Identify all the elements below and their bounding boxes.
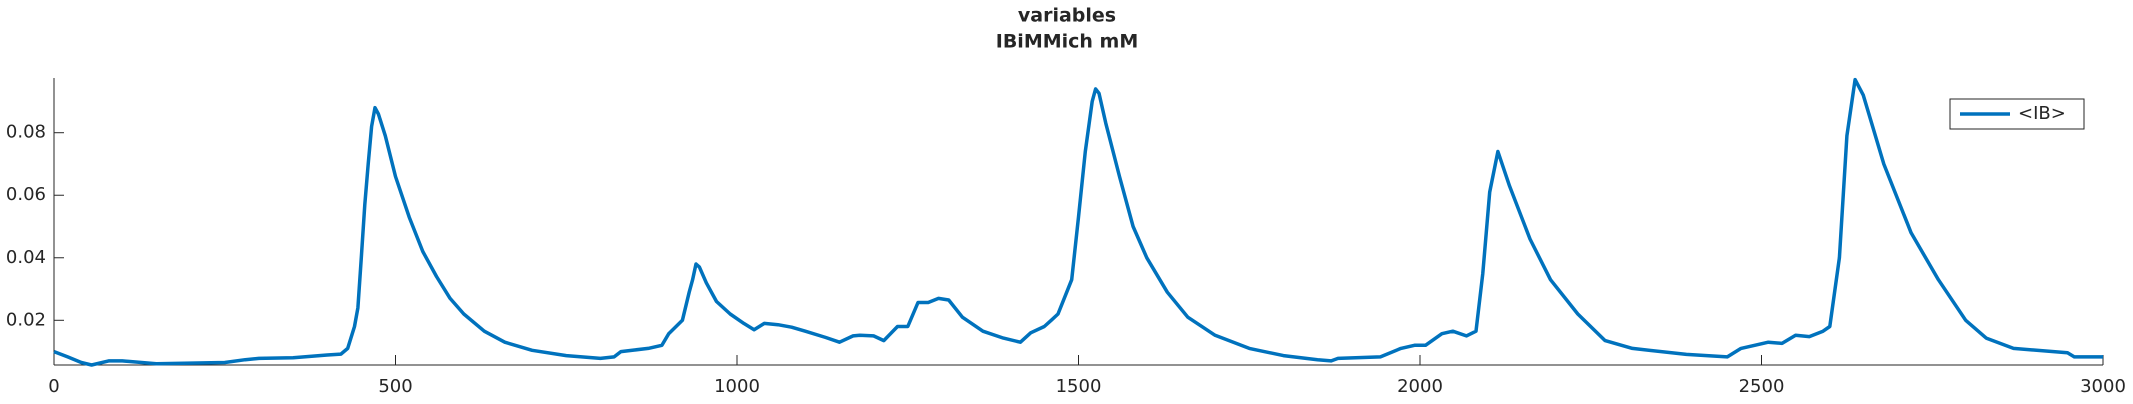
y-tick-label: 0.08 — [6, 122, 46, 143]
x-tick-label: 1500 — [1056, 376, 1102, 397]
y-tick-label: 0.06 — [6, 184, 46, 205]
x-tick-label: 1000 — [714, 376, 760, 397]
x-tick-label: 2000 — [1397, 376, 1443, 397]
legend-label: <IB> — [2018, 103, 2066, 124]
y-tick-label: 0.04 — [6, 247, 46, 268]
chart-title: variables — [1018, 5, 1116, 27]
chart-subtitle: IBiMMich mM — [996, 31, 1139, 53]
x-tick-label: 0 — [48, 376, 59, 397]
y-tick-label: 0.02 — [6, 309, 46, 330]
series-line — [53, 77, 2103, 367]
x-tick-label: 500 — [378, 376, 412, 397]
x-tick-label: 3000 — [2080, 376, 2126, 397]
x-tick-label: 2500 — [1739, 376, 1785, 397]
